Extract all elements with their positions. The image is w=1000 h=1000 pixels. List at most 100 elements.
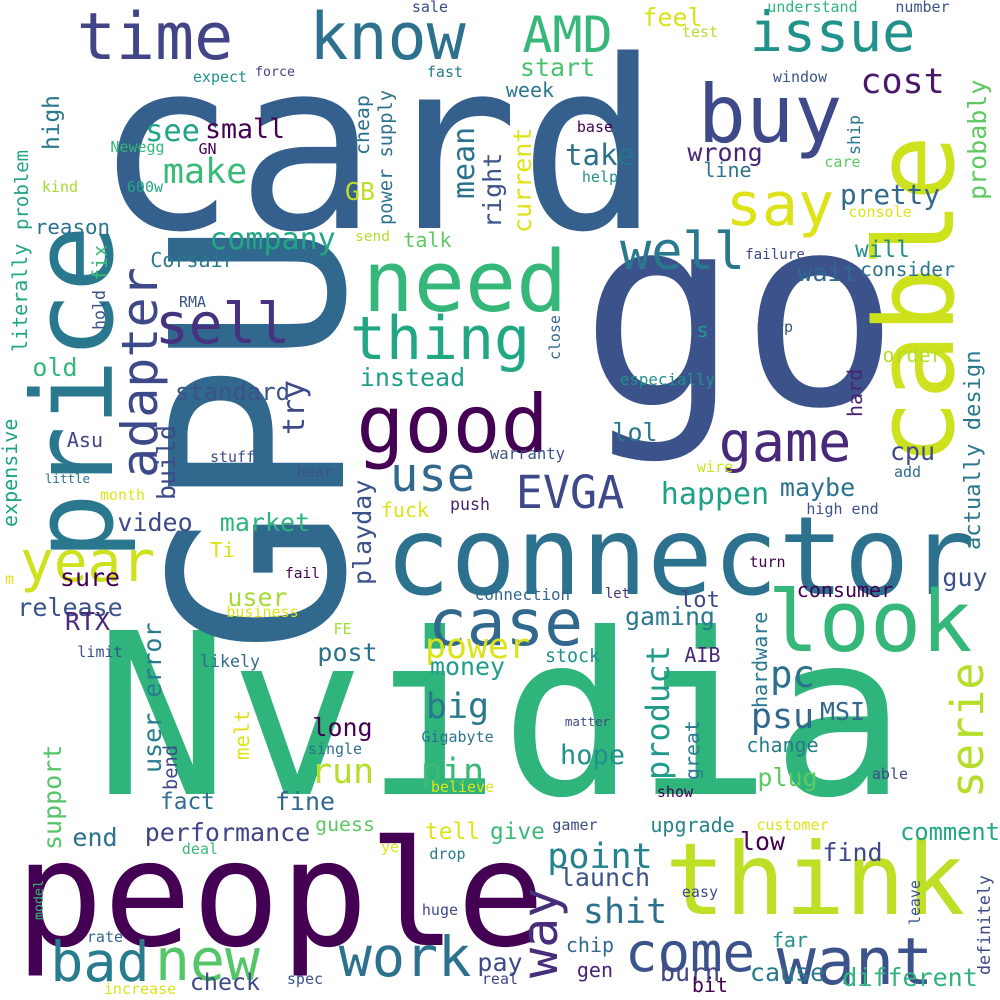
cloud-word: expensive: [0, 418, 22, 527]
cloud-word: find: [822, 838, 883, 867]
cloud-word: run: [310, 752, 375, 792]
cloud-word: consumer: [796, 578, 894, 602]
cloud-word: connector: [385, 493, 976, 620]
cloud-word: look: [767, 573, 973, 672]
cloud-word: time: [76, 0, 234, 75]
cloud-word: know: [309, 0, 466, 75]
cloud-word: drop: [429, 845, 466, 863]
cloud-word: m: [5, 570, 15, 588]
cloud-word: MSI: [820, 697, 865, 726]
cloud-word: mean: [447, 126, 482, 199]
cloud-word: company: [209, 222, 336, 257]
cloud-word: RTX: [65, 607, 110, 636]
cloud-word: card: [94, 11, 661, 284]
cloud-word: leave: [905, 880, 924, 925]
cloud-word: ship: [844, 115, 864, 155]
cloud-word: literally: [8, 243, 32, 352]
cloud-word: fast: [426, 63, 464, 81]
cloud-word: melt: [230, 709, 255, 760]
cloud-word: help: [581, 168, 619, 186]
cloud-word: hard: [843, 368, 867, 417]
cloud-word: Gigabyte: [421, 728, 494, 746]
cloud-word: thing: [350, 304, 531, 375]
cloud-word: limit: [77, 643, 123, 661]
cloud-word: wait: [797, 258, 858, 287]
cloud-word: stuff: [210, 448, 255, 466]
cloud-word: sure: [59, 563, 121, 592]
cloud-word: psu: [750, 697, 815, 737]
cloud-word: product: [638, 645, 677, 780]
cloud-word: fail: [285, 566, 320, 583]
cloud-word: Asu: [66, 428, 104, 452]
cloud-word: little: [44, 471, 91, 487]
cloud-word: test: [681, 23, 719, 41]
cloud-word: care: [824, 153, 861, 171]
cloud-word: GN: [198, 140, 217, 158]
cloud-word: line: [703, 158, 752, 182]
cloud-word: post: [317, 638, 378, 667]
cloud-word: make: [162, 152, 248, 192]
cloud-word: bad: [50, 930, 150, 994]
cloud-word: small: [205, 113, 286, 145]
cloud-word: believe: [430, 778, 495, 796]
cloud-word: shit: [582, 892, 668, 932]
cloud-word: stock: [545, 646, 601, 668]
cloud-word: performance: [144, 818, 311, 847]
cloud-word: week: [505, 78, 555, 102]
cloud-word: fuck: [380, 498, 430, 522]
cloud-word: msrp: [756, 318, 794, 336]
cloud-word: release: [17, 593, 123, 622]
cloud-word: go: [580, 156, 900, 467]
cloud-word: playday: [348, 479, 377, 586]
cloud-word: start: [519, 53, 596, 82]
cloud-word: guy: [942, 563, 988, 592]
cloud-word: fix: [88, 244, 112, 281]
cloud-word: far: [771, 928, 809, 952]
cloud-word: matter: [564, 714, 611, 730]
cloud-word: base: [576, 118, 614, 136]
cloud-word: failure: [745, 247, 805, 264]
cloud-word: burn: [659, 958, 721, 987]
cloud-word: different: [842, 963, 978, 992]
cloud-word: order: [882, 343, 943, 367]
cloud-word: cheap: [350, 95, 374, 155]
cloud-word: pin: [420, 752, 485, 792]
cloud-word: problem: [11, 149, 33, 230]
cloud-word: use: [390, 447, 476, 503]
cloud-word: good: [356, 378, 549, 471]
cloud-word: talk: [403, 228, 452, 252]
cloud-word: lol: [612, 418, 658, 447]
cloud-word: Newegg: [110, 138, 165, 156]
cloud-word: pretty: [840, 178, 941, 212]
cloud-word: ye: [381, 838, 400, 856]
cloud-word: model: [32, 879, 48, 920]
cloud-word: let: [605, 586, 630, 603]
cloud-word: standard: [175, 377, 291, 406]
cloud-word: rate: [86, 928, 124, 946]
cloud-word: reason: [34, 215, 111, 240]
cloud-word: guess: [315, 813, 375, 836]
cloud-word: user: [227, 583, 288, 612]
cloud-word: year: [20, 529, 156, 595]
cloud-word: try: [277, 380, 312, 435]
cloud-word: need: [362, 233, 568, 332]
cloud-word: well: [620, 221, 745, 282]
cloud-word: hope: [560, 739, 626, 771]
cloud-word: launch: [559, 863, 651, 892]
cloud-word: window: [772, 68, 828, 86]
cloud-word: big: [425, 687, 490, 727]
cloud-word: right: [478, 152, 507, 228]
cloud-word: fact: [160, 789, 215, 816]
cloud-word: high: [39, 95, 66, 150]
cloud-word: people: [15, 808, 545, 980]
cloud-word: able: [871, 765, 909, 783]
cloud-word: huge: [421, 901, 459, 919]
cloud-word: cause: [749, 958, 826, 987]
cloud-word: deal: [181, 840, 219, 858]
cloud-word: business: [226, 603, 299, 621]
cloud-word: comment: [900, 817, 1000, 846]
cloud-word: check: [189, 968, 261, 996]
cloud-word: customer: [756, 816, 829, 834]
cloud-word: gen: [576, 958, 614, 982]
